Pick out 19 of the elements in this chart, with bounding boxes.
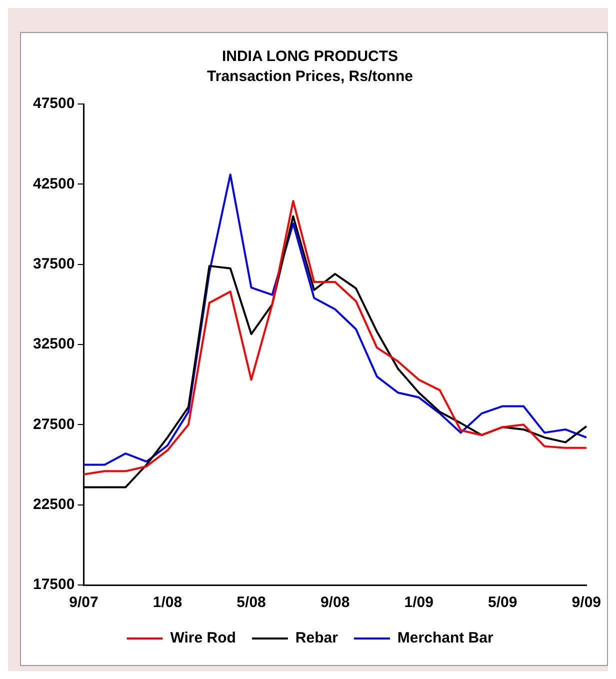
y-tick-label: 27500 [32, 416, 75, 433]
legend-label: Merchant Bar [397, 630, 494, 647]
y-tick-label: 17500 [32, 576, 75, 594]
legend-label: Rebar [295, 630, 338, 647]
y-tick-label: 47500 [32, 95, 75, 112]
y-tick-label: 22500 [32, 496, 75, 513]
x-tick-label: 5/08 [236, 594, 266, 612]
y-tick-label: 37500 [32, 255, 75, 272]
x-tick-label: 9/07 [69, 594, 98, 612]
x-tick-label: 5/09 [488, 594, 518, 612]
chart-title: INDIA LONG PRODUCTS [222, 48, 398, 66]
y-tick-label: 32500 [32, 336, 75, 353]
x-tick-label: 1/09 [404, 594, 434, 612]
legend-label: Wire Rod [170, 630, 236, 647]
chart-subtitle: Transaction Prices, Rs/tonne [207, 68, 413, 86]
y-tick-label: 42500 [32, 175, 75, 192]
x-tick-label: 9/08 [320, 594, 350, 612]
x-tick-label: 9/09 [572, 594, 602, 612]
x-tick-label: 1/08 [152, 594, 182, 612]
